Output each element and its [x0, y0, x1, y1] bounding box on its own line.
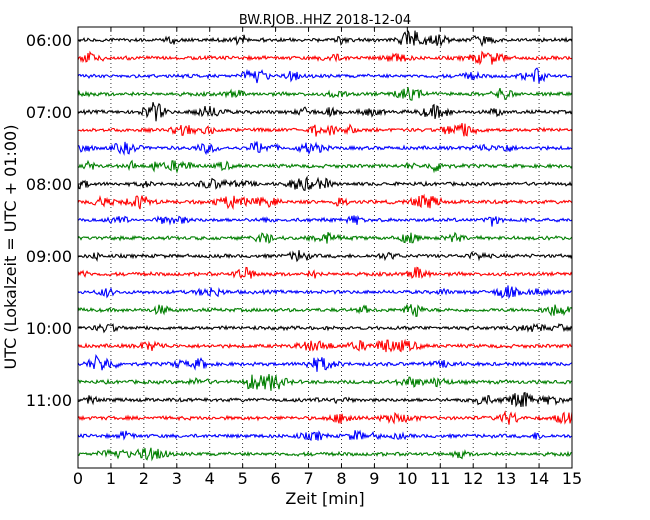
x-tick-label-11: 11 — [430, 469, 450, 488]
x-tick-label-6: 6 — [271, 469, 281, 488]
x-tick-label-1: 1 — [106, 469, 116, 488]
y-tick-label-1: 07:00 — [26, 103, 72, 122]
x-tick-label-4: 4 — [205, 469, 215, 488]
trace-6 — [77, 140, 573, 156]
y-tick-label-4: 10:00 — [26, 319, 72, 338]
y-axis-label: UTC (Lokalzeit = UTC + 01:00) — [1, 125, 20, 370]
plot-frame — [77, 26, 573, 469]
x-tick-label-8: 8 — [336, 469, 346, 488]
trace-17 — [77, 338, 573, 353]
x-tick-label-15: 15 — [562, 469, 582, 488]
trace-20 — [77, 391, 573, 408]
trace-15 — [77, 304, 573, 318]
trace-3 — [77, 87, 573, 101]
trace-9 — [77, 193, 573, 211]
x-tick-label-14: 14 — [529, 469, 549, 488]
y-tick-label-5: 11:00 — [26, 391, 72, 410]
x-axis-ticks: 0 1 2 3 4 5 6 7 8 9 10 11 12 13 14 15 — [73, 27, 582, 488]
trace-2 — [77, 67, 573, 84]
trace-19 — [77, 374, 573, 391]
trace-0 — [77, 30, 573, 48]
trace-1 — [77, 50, 573, 66]
chart-title: BW.RJOB..HHZ 2018-12-04 — [239, 13, 411, 28]
x-tick-label-5: 5 — [238, 469, 248, 488]
trace-10 — [77, 214, 573, 227]
x-tick-label-10: 10 — [397, 469, 417, 488]
trace-12 — [77, 250, 573, 263]
y-tick-label-3: 09:00 — [26, 247, 72, 266]
trace-8 — [77, 175, 573, 191]
y-axis-ticks: 06:00 07:00 08:00 09:00 10:00 11:00 — [26, 31, 572, 410]
x-axis-label: Zeit [min] — [285, 489, 364, 508]
x-tick-label-3: 3 — [172, 469, 182, 488]
trace-18 — [77, 354, 573, 372]
trace-22 — [77, 429, 573, 441]
y-tick-label-0: 06:00 — [26, 31, 72, 50]
x-tick-label-2: 2 — [139, 469, 149, 488]
trace-7 — [77, 159, 573, 174]
x-tick-label-13: 13 — [496, 469, 516, 488]
trace-layer — [77, 30, 573, 462]
x-tick-label-0: 0 — [73, 469, 83, 488]
x-tick-label-12: 12 — [463, 469, 483, 488]
x-tick-label-7: 7 — [303, 469, 313, 488]
trace-14 — [77, 285, 573, 300]
trace-13 — [77, 266, 573, 280]
trace-21 — [77, 410, 573, 425]
y-tick-label-2: 08:00 — [26, 175, 72, 194]
trace-23 — [77, 447, 573, 462]
grid-lines — [110, 27, 540, 468]
trace-4 — [77, 102, 573, 122]
trace-5 — [77, 122, 573, 137]
trace-11 — [77, 231, 573, 244]
trace-16 — [77, 322, 573, 334]
x-tick-label-9: 9 — [369, 469, 379, 488]
